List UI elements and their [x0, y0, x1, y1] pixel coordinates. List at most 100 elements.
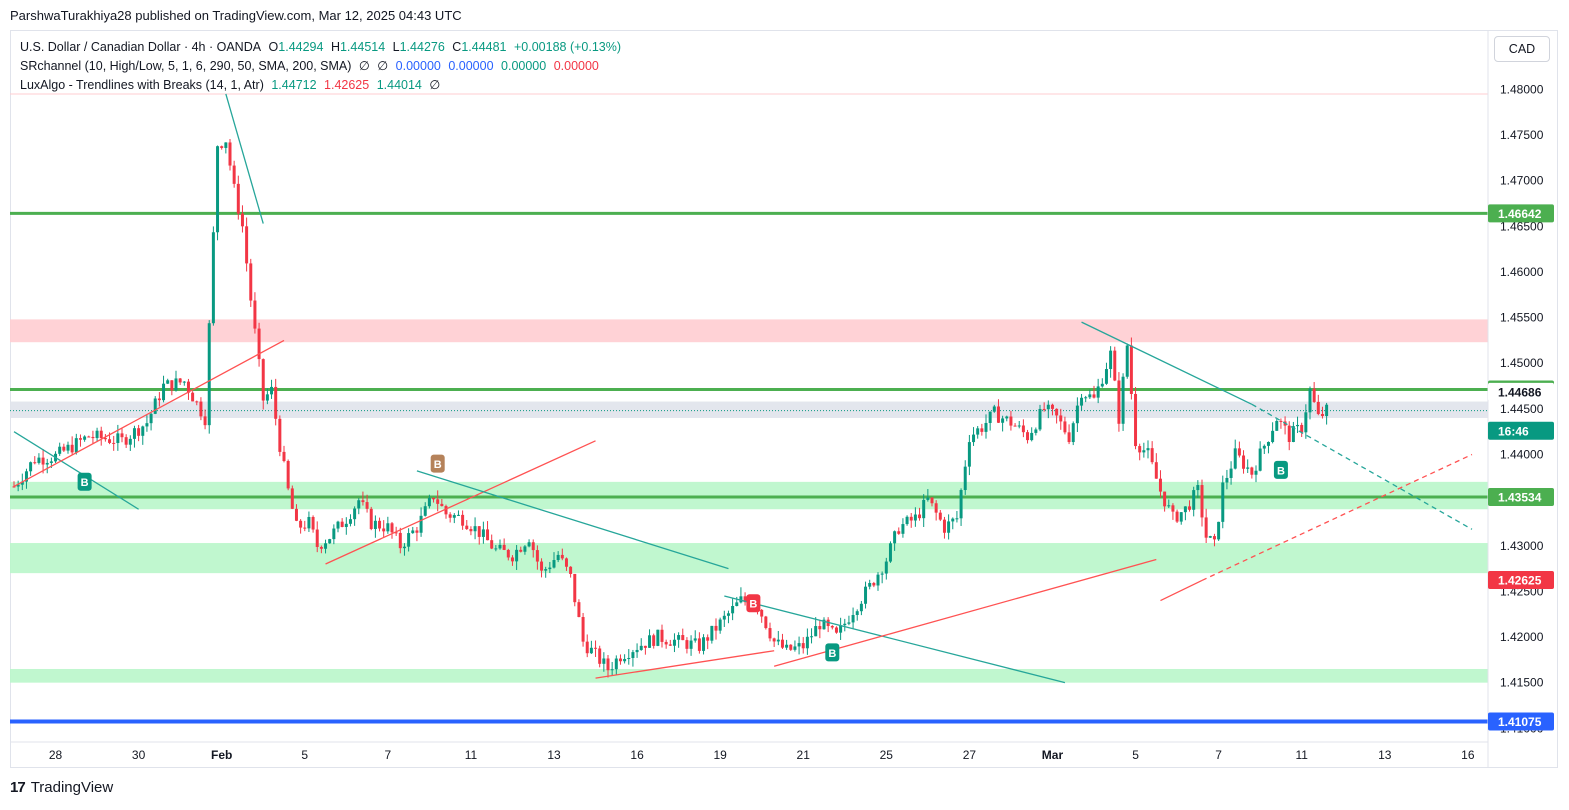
publisher-line: ParshwaTurakhiya28 published on TradingV… — [10, 8, 462, 23]
candle-body — [211, 232, 215, 324]
candle-body — [702, 637, 706, 651]
signal-badge — [825, 643, 840, 662]
candle-body — [87, 436, 91, 438]
currency-button[interactable]: CAD — [1494, 36, 1550, 62]
srchannel-value-2: 0.00000 — [448, 59, 494, 73]
candle-body — [307, 516, 311, 529]
candle-body — [41, 457, 45, 465]
candle-body — [1030, 432, 1034, 441]
candle-body — [278, 418, 282, 452]
candle-body — [527, 542, 531, 547]
candle-body — [70, 444, 74, 453]
candle-body — [984, 422, 988, 432]
candle-body — [830, 626, 834, 628]
candle-body — [573, 573, 577, 603]
candle-body — [373, 520, 377, 529]
candle-body — [926, 497, 930, 500]
candle-body — [20, 481, 24, 485]
candle-body — [980, 428, 984, 432]
trendline-6 — [595, 650, 775, 679]
candle-body — [506, 549, 510, 558]
candle-body — [801, 643, 805, 649]
candle-body — [1287, 425, 1291, 442]
candle-body — [668, 644, 672, 646]
price-badge-bg — [1488, 421, 1554, 440]
candle-body — [768, 628, 772, 639]
candle-body — [1158, 478, 1162, 492]
candle-body — [1208, 536, 1212, 538]
candle-body — [299, 520, 303, 528]
candle-body — [319, 546, 323, 549]
candle-body — [843, 623, 847, 626]
candle-body — [589, 647, 593, 654]
candle-body — [398, 532, 402, 549]
level-axis-label: 1.46642 — [1498, 207, 1542, 221]
y-tick-label: 1.44000 — [1500, 447, 1544, 461]
candle-body — [793, 646, 797, 650]
candle-body — [394, 532, 398, 534]
candle-body — [274, 386, 278, 419]
open-value: 1.44294 — [278, 40, 324, 54]
candle-body — [49, 461, 53, 463]
price-badge: 1.44686 — [1498, 385, 1542, 399]
candle-body — [1088, 394, 1092, 398]
candle-body — [423, 506, 427, 516]
candle-body — [1063, 421, 1067, 433]
trendline-1 — [225, 93, 264, 224]
candle-body — [16, 484, 20, 487]
candle-body — [789, 644, 793, 650]
candle-body — [548, 567, 552, 570]
candle-body — [427, 497, 431, 507]
candle-body — [1150, 448, 1154, 463]
candle-body — [1212, 536, 1216, 540]
srchannel-empty-1: ∅ — [358, 59, 370, 73]
x-tick-label: 11 — [465, 748, 478, 762]
candle-body — [1175, 511, 1179, 522]
srchannel-value-1: 0.00000 — [395, 59, 441, 73]
candle-body — [1242, 455, 1246, 469]
y-tick-label: 1.41500 — [1500, 676, 1544, 690]
candle-body — [108, 439, 112, 443]
candle-body — [922, 499, 926, 519]
candle-body — [66, 444, 70, 451]
luxalgo-indicator-name[interactable]: LuxAlgo - Trendlines with Breaks (14, 1,… — [20, 78, 264, 92]
candle-body — [203, 416, 207, 426]
candle-body — [62, 446, 66, 451]
candle-body — [1138, 446, 1142, 453]
candle-body — [419, 515, 423, 533]
x-tick-label: 25 — [880, 748, 894, 762]
candle-body — [195, 401, 199, 403]
srchannel-indicator-name[interactable]: SRchannel (10, High/Low, 5, 1, 6, 290, 5… — [20, 59, 352, 73]
candle-body — [220, 146, 224, 148]
candle-body — [191, 392, 195, 402]
candle-body — [311, 516, 315, 530]
candle-body — [91, 436, 95, 439]
candle-body — [760, 609, 764, 617]
candle-body — [996, 406, 1000, 423]
candle-body — [178, 378, 182, 383]
candle-body — [1021, 425, 1025, 433]
level-axis-label-bg — [1488, 488, 1554, 507]
candle-body — [361, 500, 365, 503]
candle-body — [12, 486, 16, 488]
symbol-title[interactable]: U.S. Dollar / Canadian Dollar · 4h · OAN… — [20, 40, 262, 54]
x-tick-label: 13 — [1378, 748, 1392, 762]
candle-body — [623, 658, 627, 662]
luxalgo-empty: ∅ — [429, 78, 441, 92]
candle-body — [390, 523, 394, 533]
candle-body — [1171, 505, 1175, 512]
candle-body — [594, 647, 598, 649]
signal-label: B — [81, 477, 89, 489]
y-tick-label: 1.44500 — [1500, 402, 1544, 416]
x-tick-label: 5 — [301, 748, 308, 762]
candle-body — [128, 438, 132, 445]
candle-body — [618, 658, 622, 662]
candle-body — [216, 146, 220, 233]
legend-row-symbol: U.S. Dollar / Canadian Dollar · 4h · OAN… — [20, 38, 625, 57]
footer-logo[interactable]: 17 TradingView — [10, 779, 113, 796]
candle-body — [33, 462, 37, 464]
trendline-4 — [416, 470, 729, 570]
candle-body — [735, 602, 739, 606]
candle-body — [610, 669, 614, 671]
